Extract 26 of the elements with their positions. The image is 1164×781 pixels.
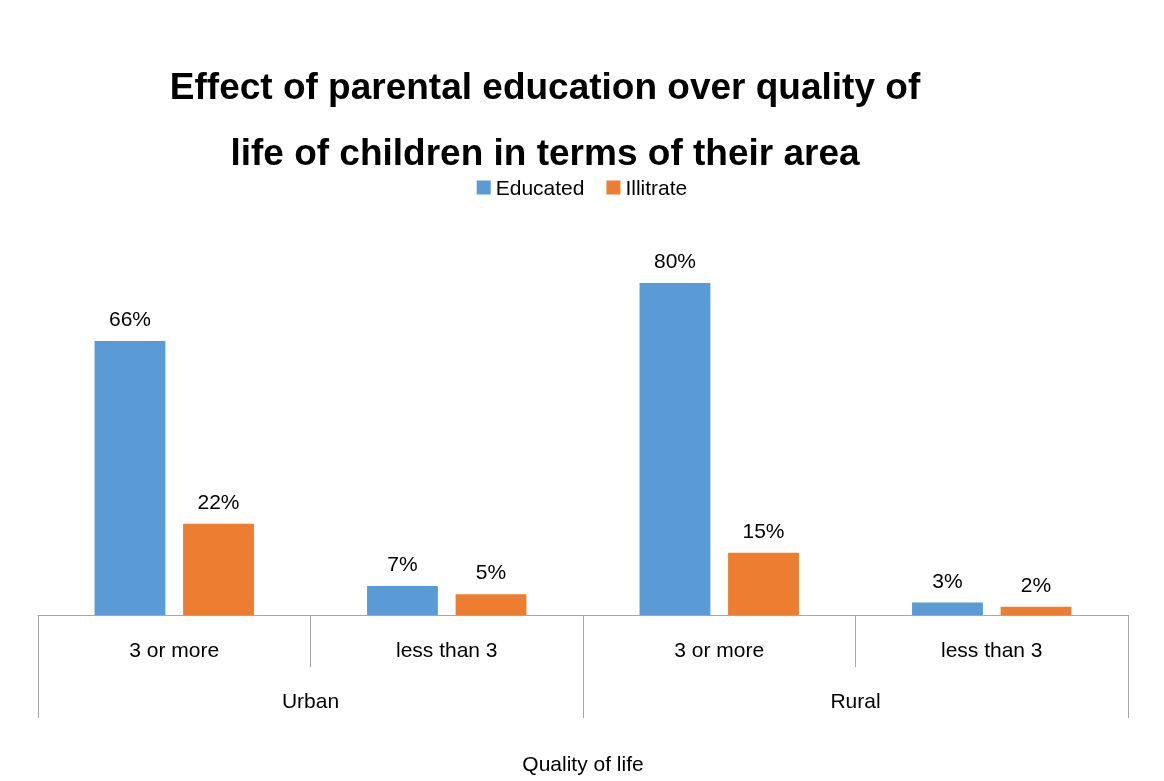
x-tick-label: 3 or more <box>129 638 220 661</box>
bar <box>455 594 527 615</box>
text: Urban <box>281 689 340 712</box>
x-tick-label: 3 or more <box>674 638 765 661</box>
data-label: 5% <box>475 560 507 584</box>
data-label: 80% <box>653 249 696 272</box>
data-label: 15% <box>742 518 785 542</box>
bar <box>912 602 983 615</box>
x-tick-label: less than 3 <box>940 638 1043 661</box>
bar <box>1000 606 1072 615</box>
legend-label: Educated <box>495 176 585 199</box>
data-label: 2% <box>1020 572 1052 596</box>
legend-label: Illitrate <box>625 176 688 199</box>
bar <box>367 585 438 615</box>
data-label: 22% <box>197 489 240 513</box>
x-axis-title: Quality of life <box>522 752 644 775</box>
bar <box>94 341 166 615</box>
bar <box>728 552 799 615</box>
bar <box>183 523 254 615</box>
bar <box>639 283 711 615</box>
data-label: 3% <box>932 568 963 592</box>
x-tick-label: less than 3 <box>395 638 498 661</box>
text: Rural <box>830 689 881 712</box>
data-label: 66% <box>108 307 151 331</box>
data-label: 7% <box>387 551 418 575</box>
chart-title: Effect of parental education over quality of life of children in terms of their area <box>169 65 921 173</box>
